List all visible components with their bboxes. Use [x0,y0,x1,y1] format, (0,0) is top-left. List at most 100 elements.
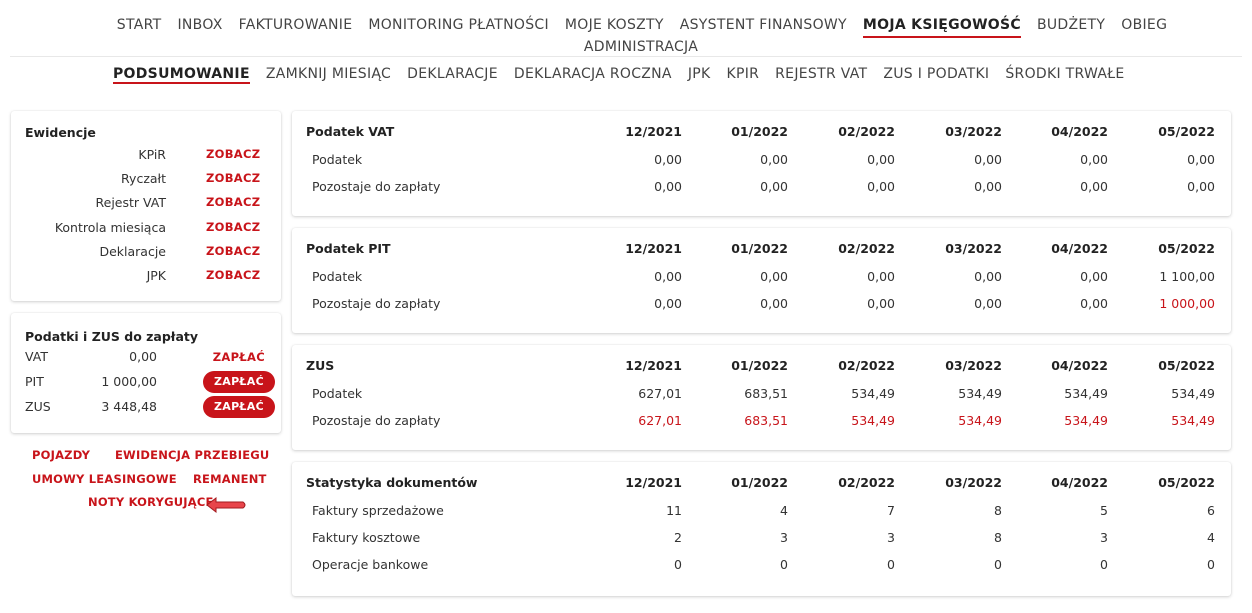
nav-item-inbox[interactable]: INBOX [177,17,223,33]
section-podatek-pit: Podatek PIT 12/2021 01/2022 02/2022 03/2022 0… [292,228,1231,333]
table-cell: 0,00 [974,152,1002,167]
table-row: Pozostaje do zapłaty 627,01 683,51 534,49 53… [306,407,1215,434]
podatki-row-amount: 1 000,00 [101,374,157,389]
podatki-row-name: PIT [25,374,44,389]
nav-item-obieg[interactable]: OBIEG [1121,17,1168,33]
zobacz-link[interactable]: ZOBACZ [206,171,261,186]
table-cell: 0,00 [1080,152,1108,167]
table-cell: 6 [1207,503,1215,518]
table-cell: 0,00 [974,269,1002,284]
section-header-row: Statystyka dokumentów 12/2021 01/2022 02/20… [306,467,1215,497]
month-header: 03/2022 [945,240,1002,256]
month-header: 05/2022 [1158,474,1215,490]
nav-item-asystent-finansowy[interactable]: ASYSTENT FINANSOWY [679,17,847,33]
zobacz-link[interactable]: ZOBACZ [206,147,261,161]
zobacz-link[interactable]: ZOBACZ [206,219,261,234]
ewidencje-row: JPK ZOBACZ [11,268,281,288]
table-cell: 5 [1100,503,1108,518]
section-header-row: Podatek PIT 12/2021 01/2022 02/2022 03/2022 0… [306,233,1215,263]
table-row: Podatek 0,00 0,00 0,00 0,00 0,00 1 100,00 [306,263,1215,290]
pointer-arrow-icon [206,496,246,514]
table-cell: 0,00 [654,152,682,167]
table-cell: 0 [1207,557,1215,572]
month-header: 01/2022 [731,123,788,139]
section-table: Podatek VAT 12/2021 01/2022 02/2022 03/2022 0… [306,116,1215,200]
subnav-item-srodki-trwale[interactable]: ŚRODKI TRWAŁE [1005,66,1125,82]
podatki-card: Podatki i ZUS do zapłaty VAT 0,00 ZAPŁAĆ PI… [11,313,281,433]
table-cell: 0,00 [1187,152,1215,167]
row-label: Faktury sprzedażowe [312,503,444,518]
section-podatek-vat: Podatek VAT 12/2021 01/2022 02/2022 03/2022 0… [292,111,1231,216]
table-cell: 0,00 [760,296,788,311]
zaplac-button[interactable]: ZAPŁAĆ [203,371,275,393]
month-header: 04/2022 [1051,240,1108,256]
subnav-item-zus-i-podatki[interactable]: ZUS I PODATKI [883,66,990,82]
ewidencja-przebiegu-link[interactable]: EWIDENCJA PRZEBIEGU [115,448,270,462]
subnav-item-zamknij-miesiac[interactable]: ZAMKNIJ MIESIĄC [265,66,392,82]
pojazdy-link[interactable]: POJAZDY [32,448,91,462]
table-row: Podatek 0,00 0,00 0,00 0,00 0,00 0,00 [306,146,1215,173]
nav-item-moje-koszty[interactable]: MOJE KOSZTY [564,17,664,33]
table-cell: 534,49 [851,386,895,401]
row-label: Pozostaje do zapłaty [312,179,441,194]
table-cell: 1 100,00 [1159,269,1215,284]
table-cell: 0,00 [760,179,788,194]
ewidencje-row: Ryczałt ZOBACZ [11,171,281,191]
section-zus: ZUS 12/2021 01/2022 02/2022 03/2022 04/2022 05… [292,345,1231,450]
podatki-row: ZUS 3 448,48 ZAPŁAĆ [25,396,275,418]
remanent-link[interactable]: REMANENT [193,472,267,486]
table-cell: 4 [1207,530,1215,545]
table-cell: 534,49 [958,386,1002,401]
table-row: Faktury sprzedażowe 11 4 7 8 5 6 [306,497,1215,524]
podatki-row-name: VAT [25,349,48,364]
nav-item-administracja[interactable]: ADMINISTRACJA [583,39,699,55]
zobacz-link[interactable]: ZOBACZ [206,268,261,282]
zaplac-button[interactable]: ZAPŁAĆ [203,396,275,418]
table-cell: 534,49 [958,413,1002,428]
table-cell: 0,00 [867,179,895,194]
subnav-item-deklaracja-roczna[interactable]: DEKLARACJA ROCZNA [513,66,672,82]
nav-item-moja-ksiegowosc[interactable]: MOJA KSIĘGOWOŚĆ [862,14,1022,38]
main-nav: START INBOX FAKTUROWANIE MONITORING PŁATNOŚ… [0,14,1252,58]
subnav-item-rejestr-vat[interactable]: REJESTR VAT [775,66,868,82]
main-nav-row: START INBOX FAKTUROWANIE MONITORING PŁATNOŚ… [0,14,1252,38]
section-title: ZUS [306,357,335,373]
section-title: Podatek VAT [306,123,395,139]
row-label: Operacje bankowe [312,557,429,572]
umowy-leasingowe-link[interactable]: UMOWY LEASINGOWE [32,472,177,486]
ewidencje-row-label: Ryczałt [121,171,166,187]
ewidencje-row: KPiR ZOBACZ [11,147,281,167]
nav-item-fakturowanie[interactable]: FAKTUROWANIE [238,17,353,33]
row-label: Pozostaje do zapłaty [312,413,441,428]
podatki-row: PIT 1 000,00 ZAPŁAĆ [25,371,275,393]
nav-item-budzety[interactable]: BUDŻETY [1036,17,1106,33]
subnav-item-kpir[interactable]: KPIR [726,66,760,82]
month-header: 03/2022 [945,123,1002,139]
table-cell: 627,01 [638,386,682,401]
table-cell: 627,01 [638,413,682,428]
month-header: 12/2021 [625,474,682,490]
ewidencje-row-label: Deklaracje [99,243,166,259]
subnav-item-jpk[interactable]: JPK [687,66,711,82]
table-cell: 3 [887,530,895,545]
month-header: 12/2021 [625,357,682,373]
section-table: Statystyka dokumentów 12/2021 01/2022 02/20… [306,467,1215,578]
row-label: Pozostaje do zapłaty [312,296,441,311]
table-cell: 0,00 [867,296,895,311]
nav-item-monitoring-platnosci[interactable]: MONITORING PŁATNOŚCI [368,17,549,33]
subnav-item-podsumowanie[interactable]: PODSUMOWANIE [113,66,250,84]
subnav-item-deklaracje[interactable]: DEKLARACJE [407,66,498,82]
zobacz-link[interactable]: ZOBACZ [206,243,261,258]
noty-korygujace-link[interactable]: NOTY KORYGUJĄCE [88,495,214,509]
table-cell: 0,00 [867,269,895,284]
row-label: Faktury kosztowe [312,530,421,545]
table-cell: 0,00 [867,152,895,167]
nav-item-start[interactable]: START [116,17,162,33]
section-title: Podatek PIT [306,240,391,256]
month-header: 02/2022 [838,123,895,139]
month-header: 02/2022 [838,240,895,256]
table-cell: 0 [1100,557,1108,572]
zobacz-link[interactable]: ZOBACZ [206,195,261,210]
zaplac-link[interactable]: ZAPŁAĆ [212,350,265,364]
table-cell: 534,49 [1064,386,1108,401]
